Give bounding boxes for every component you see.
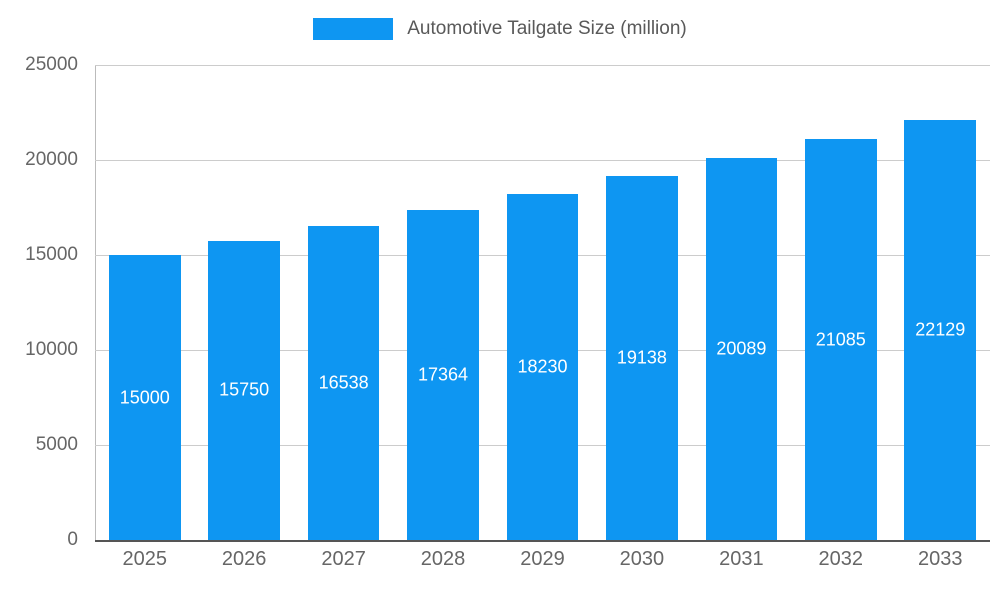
bar: 18230 [506, 193, 579, 540]
bar-value-label: 18230 [517, 356, 568, 377]
x-tick-label: 2030 [619, 548, 665, 570]
bar: 20089 [705, 158, 778, 540]
bar-value-label: 15000 [119, 387, 170, 407]
bar-value-label: 15750 [219, 379, 270, 400]
bar-slot: 15000 [95, 65, 194, 540]
y-axis-labels: 0 5000 10000 15000 20000 25000 [0, 54, 88, 550]
x-tick-label: 2033 [917, 548, 963, 570]
bar: 19138 [606, 176, 678, 540]
bar-slot: 16538 [294, 65, 393, 540]
x-tick-label: 2028 [420, 548, 466, 570]
bars: 15000 15750 16538 17364 18230 19138 20089 21085… [95, 65, 990, 540]
bar: 21085 [804, 139, 877, 540]
bar: 22129 [904, 119, 977, 540]
bar-slot: 17364 [393, 65, 492, 540]
bar-slot: 21085 [791, 65, 890, 540]
bar: 16538 [307, 225, 380, 540]
bar-slot: 22129 [891, 65, 990, 540]
chart-title: Automotive Tailgate Size (million) [407, 18, 687, 39]
gridline [95, 160, 990, 161]
bar-value-label: 22129 [915, 319, 966, 340]
bar-slot: 15750 [194, 65, 293, 540]
y-tick-label: 0 [67, 529, 78, 550]
y-tick-label: 20000 [25, 149, 78, 170]
y-tick-label: 5000 [35, 434, 78, 455]
bar-value-label: 19138 [616, 347, 667, 368]
bar-value-label: 16538 [318, 372, 369, 393]
x-tick-label: 2025 [122, 548, 167, 570]
x-tick-label: 2031 [719, 548, 764, 570]
gridline [95, 65, 990, 66]
y-tick-label: 10000 [25, 339, 78, 360]
bar: 17364 [407, 210, 479, 540]
y-axis-line [95, 65, 96, 542]
x-tick-label: 2026 [221, 548, 267, 570]
x-tick-label: 2027 [321, 548, 366, 570]
chart-legend: Automotive Tailgate Size (million) [0, 18, 1000, 40]
y-tick-label: 15000 [25, 244, 78, 265]
plot-area: 15000 15750 16538 17364 18230 19138 20089 21085… [95, 65, 990, 542]
x-tick-label: 2032 [818, 548, 864, 570]
bar: 15000 [108, 255, 181, 540]
bar-slot: 18230 [493, 65, 592, 540]
legend-swatch [313, 18, 394, 40]
bar: 15750 [208, 240, 280, 540]
y-tick-label: 25000 [25, 54, 78, 75]
gridline [95, 540, 990, 542]
bar-slot: 19138 [592, 65, 691, 540]
x-axis-labels: 2025 2026 2027 2028 2029 2030 2031 2032 2033 [95, 548, 990, 571]
bar-slot: 20089 [692, 65, 791, 540]
x-tick-label: 2029 [520, 548, 565, 570]
bar-value-label: 20089 [716, 338, 767, 359]
bar-value-label: 17364 [418, 364, 469, 385]
bar-value-label: 21085 [815, 329, 866, 350]
